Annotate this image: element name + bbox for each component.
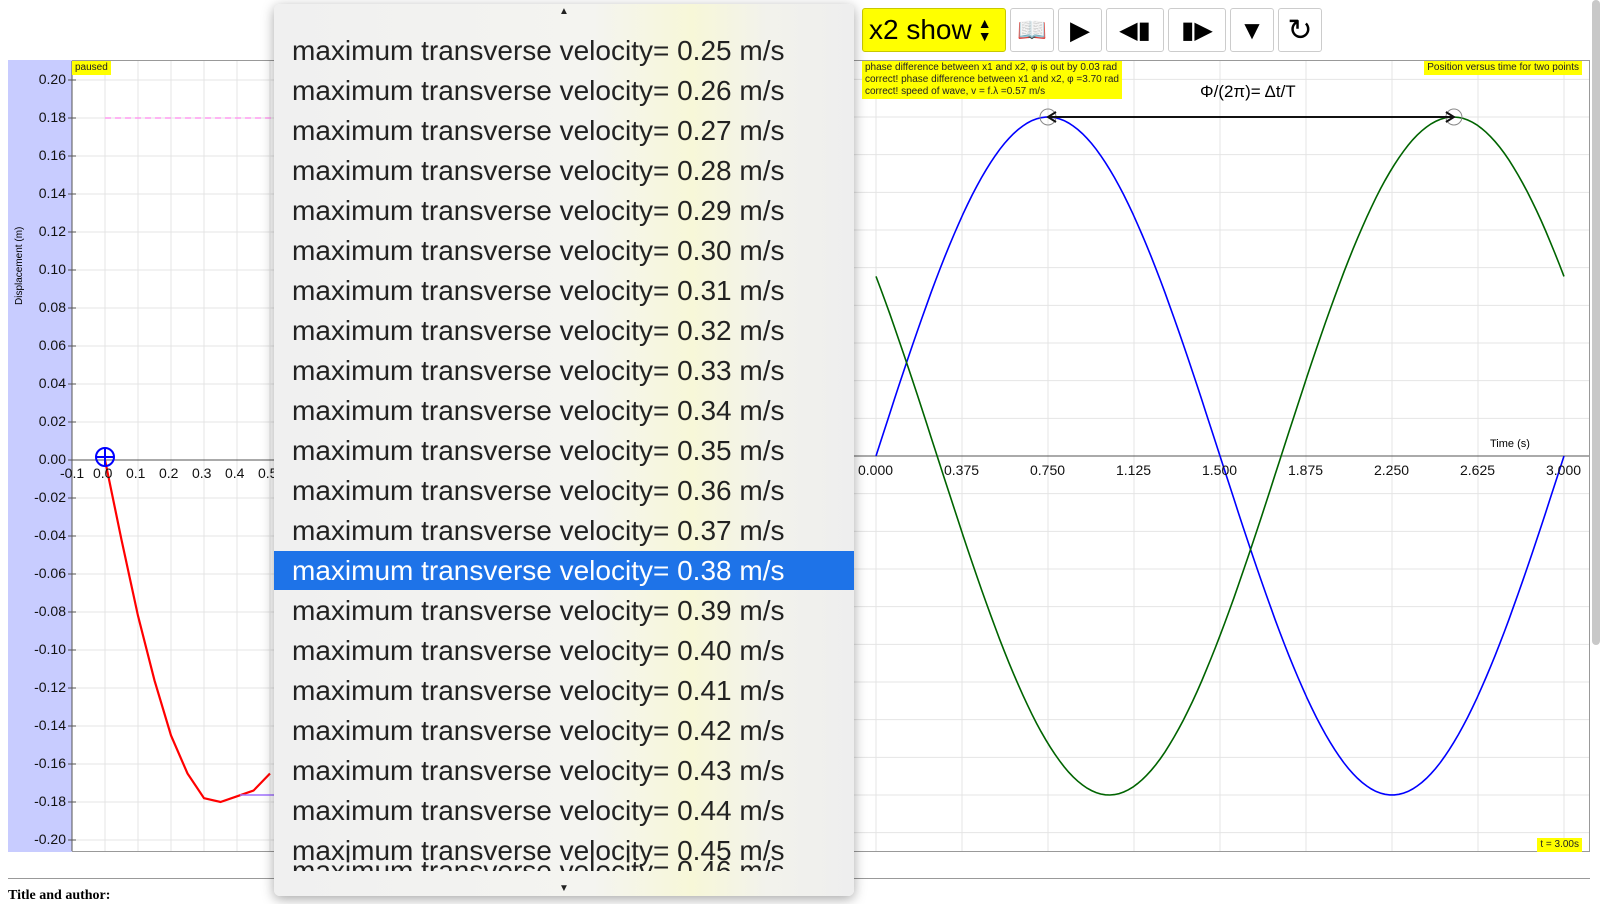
feedback-messages: phase difference between x1 and x2, φ is… <box>862 61 1122 99</box>
y-tick-label: 0.02 <box>38 413 66 429</box>
title-author-heading: Title and author: <box>8 888 111 903</box>
scroll-up-icon[interactable]: ▲ <box>559 6 569 17</box>
y-tick-label: 0.16 <box>38 147 66 163</box>
time-axis-label: Time (s) <box>1490 438 1530 450</box>
dropdown-item[interactable]: maximum transverse velocity= 0.38 m/s <box>274 551 854 590</box>
dropdown-item[interactable]: maximum transverse velocity= 0.26 m/s <box>292 75 785 106</box>
status-badge: paused <box>72 61 111 75</box>
y-tick-label: -0.02 <box>34 489 66 505</box>
y-tick-label: -0.08 <box>34 603 66 619</box>
x-tick-label: 0.5 <box>258 465 278 481</box>
y-tick-label: -0.16 <box>34 755 66 771</box>
y-tick-label: 0.12 <box>38 223 66 239</box>
toolbar: x2 show ▲ ▼ 📖 ▶ ◀▮ ▮▶ ▼ ↻ <box>862 8 1322 54</box>
dropdown-item[interactable]: maximum transverse velocity= 0.36 m/s <box>292 475 785 506</box>
dropdown-item[interactable]: maximum transverse velocity= 0.37 m/s <box>292 515 785 546</box>
dropdown-item[interactable]: maximum transverse velocity= 0.33 m/s <box>292 355 785 386</box>
book-icon[interactable]: 📖 <box>1010 8 1054 52</box>
x-tick-label: 0.0 <box>93 465 113 481</box>
dropdown-item-partial[interactable]: maximum transverse velocity= 0.46 m/s <box>292 855 785 871</box>
y-tick-label: 0.18 <box>38 109 66 125</box>
x-tick-label: 0.4 <box>225 465 245 481</box>
dropdown-item[interactable]: maximum transverse velocity= 0.32 m/s <box>292 315 785 346</box>
y-tick-label: 0.10 <box>38 261 66 277</box>
y-tick-label: 0.14 <box>38 185 66 201</box>
x2-show-select[interactable]: x2 show ▲ ▼ <box>862 8 1006 52</box>
y-tick-label: -0.14 <box>34 717 66 733</box>
step-back-icon[interactable]: ◀▮ <box>1106 8 1164 52</box>
y-tick-label: -0.04 <box>34 527 66 543</box>
step-forward-icon[interactable]: ▮▶ <box>1168 8 1226 52</box>
x-tick-label: 0.3 <box>192 465 212 481</box>
page-scrollbar[interactable] <box>1592 0 1600 645</box>
dropdown-item[interactable]: maximum transverse velocity= 0.43 m/s <box>292 755 785 786</box>
play-icon[interactable]: ▶ <box>1058 8 1102 52</box>
velocity-dropdown-list[interactable]: ▲ ▼ maximum transverse velocity= 0.46 m/… <box>274 4 854 896</box>
right-chart-title: Position versus time for two points <box>1424 61 1582 75</box>
dropdown-item[interactable]: maximum transverse velocity= 0.35 m/s <box>292 435 785 466</box>
dropdown-item[interactable]: maximum transverse velocity= 0.28 m/s <box>292 155 785 186</box>
time-tick-label: 2.625 <box>1460 462 1496 478</box>
phase-formula: Φ/(2π)= Δt/T <box>1200 82 1296 101</box>
dropdown-item[interactable]: maximum transverse velocity= 0.31 m/s <box>292 275 785 306</box>
time-tick-label: 0.750 <box>1030 462 1066 478</box>
dropdown-item[interactable]: maximum transverse velocity= 0.42 m/s <box>292 715 785 746</box>
dropdown-item[interactable]: maximum transverse velocity= 0.30 m/s <box>292 235 785 266</box>
menu-down-icon[interactable]: ▼ <box>1230 8 1274 52</box>
x-tick-label: 0.2 <box>159 465 179 481</box>
y-tick-label: 0.00 <box>38 451 66 467</box>
y-tick-label: 0.04 <box>38 375 66 391</box>
y-tick-label: 0.06 <box>38 337 66 353</box>
message-2: correct! phase difference between x1 and… <box>865 74 1119 85</box>
dropdown-item[interactable]: maximum transverse velocity= 0.41 m/s <box>292 675 785 706</box>
time-tick-label: 3.000 <box>1546 462 1582 478</box>
left-y-axis-strip <box>8 60 72 852</box>
reset-icon[interactable]: ↻ <box>1278 8 1322 52</box>
select-arrows-icon: ▲ ▼ <box>977 15 992 44</box>
time-tick-label: 1.125 <box>1116 462 1152 478</box>
message-3: correct! speed of wave, v = f.λ =0.57 m/… <box>865 86 1046 97</box>
dropdown-item[interactable]: maximum transverse velocity= 0.45 m/s <box>292 835 785 866</box>
dropdown-item[interactable]: maximum transverse velocity= 0.25 m/s <box>292 35 785 66</box>
y-tick-label: -0.18 <box>34 793 66 809</box>
time-tick-label: 0.000 <box>858 462 894 478</box>
dropdown-item[interactable]: maximum transverse velocity= 0.27 m/s <box>292 115 785 146</box>
dropdown-item[interactable]: maximum transverse velocity= 0.40 m/s <box>292 635 785 666</box>
y-tick-label: -0.12 <box>34 679 66 695</box>
x-tick-label: -0.1 <box>60 465 85 481</box>
x-tick-label: 0.1 <box>126 465 146 481</box>
y-tick-label: -0.06 <box>34 565 66 581</box>
y-tick-label: 0.08 <box>38 299 66 315</box>
right-panel[interactable] <box>850 60 1590 852</box>
dropdown-item[interactable]: maximum transverse velocity= 0.39 m/s <box>292 595 785 626</box>
y-tick-label: -0.10 <box>34 641 66 657</box>
dropdown-item[interactable]: maximum transverse velocity= 0.29 m/s <box>292 195 785 226</box>
message-1: phase difference between x1 and x2, φ is… <box>865 62 1118 73</box>
time-tick-label: 1.875 <box>1288 462 1324 478</box>
y-tick-label: -0.20 <box>34 831 66 847</box>
y-tick-label: 0.20 <box>38 71 66 87</box>
time-tick-label: 2.250 <box>1374 462 1410 478</box>
x2-show-label: x2 show <box>869 14 972 45</box>
dropdown-item[interactable]: maximum transverse velocity= 0.44 m/s <box>292 795 785 826</box>
time-tick-label: 1.500 <box>1202 462 1238 478</box>
time-readout: t = 3.00s <box>1537 838 1582 852</box>
wave-curve <box>103 459 271 804</box>
scroll-down-icon[interactable]: ▼ <box>559 883 569 894</box>
time-tick-label: 0.375 <box>944 462 980 478</box>
dropdown-item[interactable]: maximum transverse velocity= 0.34 m/s <box>292 395 785 426</box>
